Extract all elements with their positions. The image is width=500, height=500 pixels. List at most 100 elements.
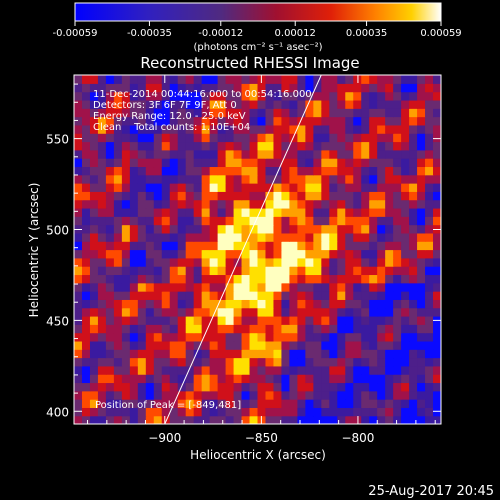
- heatmap-cell: [241, 99, 251, 109]
- heatmap-cell: [113, 365, 123, 375]
- heatmap-cell: [401, 415, 410, 424]
- heatmap-cell: [345, 174, 354, 184]
- heatmap-cell: [241, 216, 251, 226]
- heatmap-cell: [345, 83, 354, 93]
- heatmap-cell: [121, 158, 131, 168]
- heatmap-cell: [81, 249, 91, 259]
- heatmap-cell: [409, 149, 418, 159]
- heatmap-cell: [369, 332, 378, 342]
- heatmap-cell: [193, 133, 203, 143]
- heatmap-cell: [265, 199, 275, 209]
- heatmap-cell: [305, 191, 314, 201]
- heatmap-cell: [177, 232, 187, 242]
- heatmap-cell: [377, 99, 386, 109]
- heatmap-cell: [113, 399, 123, 408]
- heatmap-cell: [177, 382, 187, 392]
- heatmap-cell: [313, 141, 322, 151]
- heatmap-cell: [74, 365, 83, 375]
- heatmap-cell: [401, 299, 410, 309]
- heatmap-cell: [113, 133, 123, 143]
- heatmap-cell: [265, 207, 275, 217]
- heatmap-cell: [281, 75, 291, 84]
- heatmap-cell: [217, 174, 227, 184]
- heatmap-cell: [89, 224, 99, 234]
- heatmap-cell: [313, 415, 322, 424]
- heatmap-cell: [169, 141, 179, 151]
- heatmap-cell: [113, 307, 123, 317]
- heatmap-cell: [417, 174, 426, 184]
- heatmap-cell: [169, 340, 179, 350]
- heatmap-cell: [233, 340, 243, 350]
- heatmap-cell: [265, 266, 275, 276]
- heatmap-cell: [145, 224, 155, 234]
- heatmap-cell: [97, 390, 107, 400]
- heatmap-cell: [185, 166, 195, 176]
- heatmap-cell: [417, 83, 426, 93]
- heatmap-cell: [129, 382, 139, 392]
- heatmap-cell: [401, 282, 410, 292]
- heatmap-cell: [153, 149, 163, 159]
- heatmap-cell: [337, 299, 346, 309]
- heatmap-cell: [305, 266, 314, 276]
- heatmap-cell: [209, 382, 219, 392]
- heatmap-cell: [385, 340, 394, 350]
- heatmap-cell: [177, 407, 187, 417]
- heatmap-cell: [401, 91, 410, 101]
- heatmap-cell: [417, 266, 426, 276]
- heatmap-cell: [201, 315, 211, 325]
- heatmap-cell: [305, 357, 314, 367]
- heatmap-cell: [81, 199, 91, 209]
- heatmap-cell: [297, 374, 306, 384]
- heatmap-cell: [74, 374, 83, 384]
- heatmap-cell: [425, 91, 434, 101]
- heatmap-cell: [321, 91, 330, 101]
- heatmap-cell: [305, 291, 314, 300]
- heatmap-cell: [257, 257, 267, 267]
- heatmap-cell: [201, 149, 211, 159]
- heatmap-cell: [225, 191, 235, 201]
- heatmap-cell: [385, 399, 394, 408]
- heatmap-cell: [121, 199, 131, 209]
- heatmap-cell: [393, 249, 402, 259]
- heatmap-cell: [297, 124, 306, 134]
- heatmap-cell: [257, 207, 267, 217]
- colorbar-ticks: -0.00059 -0.00035 -0.00012 0.00012 0.00035 0.…: [53, 21, 462, 39]
- heatmap-cell: [369, 407, 378, 417]
- heatmap-cell: [289, 257, 298, 267]
- heatmap-cell: [241, 249, 251, 259]
- heatmap-cell: [393, 340, 402, 350]
- heatmap-cell: [385, 216, 394, 226]
- heatmap-cell: [289, 315, 298, 325]
- heatmap-cell: [321, 116, 330, 126]
- heatmap-cell: [113, 116, 123, 126]
- heatmap-cell: [185, 133, 195, 143]
- heatmap-cell: [393, 75, 402, 84]
- heatmap-cell: [265, 324, 275, 334]
- heatmap-cell: [233, 282, 243, 292]
- heatmap-cell: [137, 332, 147, 342]
- heatmap-cell: [161, 133, 171, 143]
- heatmap-cell: [201, 357, 211, 367]
- heatmap-cell: [121, 75, 131, 84]
- heatmap-cell: [329, 75, 338, 84]
- heatmap-cell: [401, 357, 410, 367]
- heatmap-cell: [105, 382, 115, 392]
- heatmap-cell: [241, 307, 251, 317]
- heatmap-cell: [305, 249, 314, 259]
- heatmap-cell: [329, 91, 338, 101]
- heatmap-cell: [129, 241, 139, 251]
- heatmap-cell: [353, 216, 362, 226]
- heatmap-cell: [297, 357, 306, 367]
- heatmap-cell: [313, 315, 322, 325]
- heatmap-cell: [74, 324, 83, 334]
- heatmap-cell: [209, 274, 219, 284]
- heatmap-cell: [105, 216, 115, 226]
- heatmap-cell: [433, 174, 441, 184]
- heatmap-cell: [369, 207, 378, 217]
- heatmap-cell: [193, 390, 203, 400]
- heatmap-cell: [217, 99, 227, 109]
- heatmap-cell: [129, 299, 139, 309]
- heatmap-cell: [74, 166, 83, 176]
- heatmap-cell: [385, 324, 394, 334]
- heatmap-cell: [257, 390, 267, 400]
